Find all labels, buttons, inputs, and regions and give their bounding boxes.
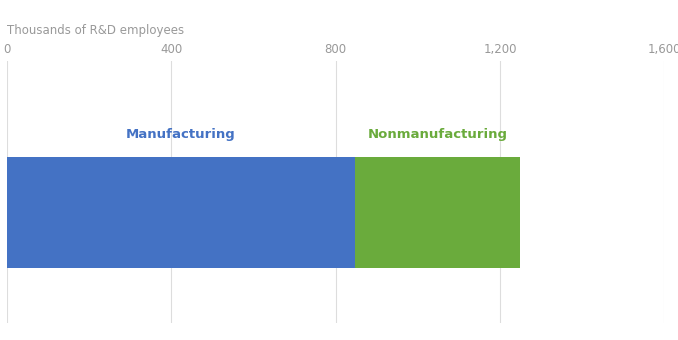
Bar [7,157,355,268]
Text: Manufacturing: Manufacturing [126,128,236,141]
Text: Nonmanufacturing: Nonmanufacturing [367,128,508,141]
Bar [355,157,520,268]
X-axis label: Thousands of R&D employees: Thousands of R&D employees [7,24,184,37]
